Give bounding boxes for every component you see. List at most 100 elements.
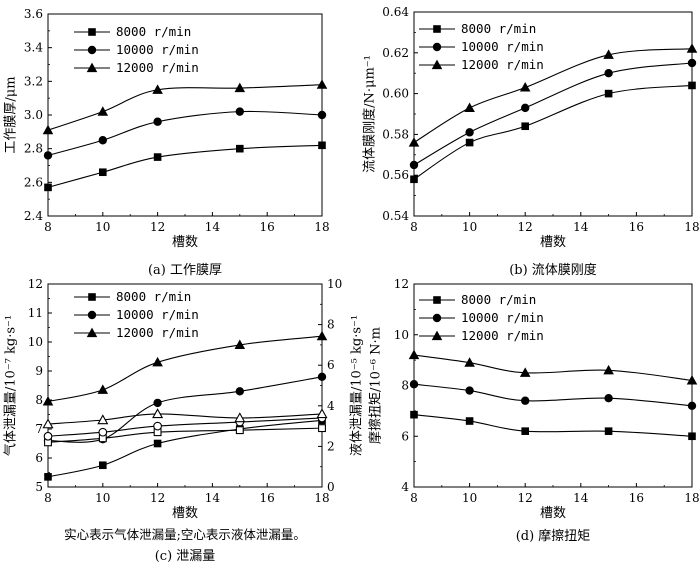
data-point — [97, 414, 109, 425]
legend-label: 8000 r/min — [461, 21, 536, 36]
x-tick-label: 12 — [518, 491, 533, 505]
legend-marker — [433, 296, 441, 304]
series-1 — [44, 416, 326, 481]
data-point — [98, 136, 107, 145]
x-tick-label: 10 — [462, 220, 477, 234]
x-tick-label: 10 — [95, 220, 110, 234]
legend-label: 8000 r/min — [116, 289, 191, 304]
y-right-tick-label: 2 — [327, 439, 335, 453]
data-point — [235, 144, 244, 153]
y-right-tick-label: 8 — [327, 318, 335, 332]
data-point — [410, 175, 418, 184]
x-tick-label: 16 — [260, 220, 275, 234]
x-tick-label: 8 — [44, 220, 52, 234]
legend-marker — [432, 42, 442, 52]
data-point — [234, 412, 246, 423]
y-tick-label: 8 — [35, 393, 43, 407]
series-line — [47, 419, 323, 478]
plot-frame — [413, 11, 693, 217]
y-tick-label: 0.60 — [382, 87, 409, 101]
y-tick-label: 12 — [394, 277, 409, 291]
data-point — [235, 387, 244, 396]
x-tick-label: 14 — [205, 220, 221, 234]
data-point — [465, 128, 474, 137]
panel-caption: (b) 流体膜刚度 — [509, 262, 597, 278]
data-point — [99, 461, 107, 470]
x-axis-label: 槽数 — [172, 506, 198, 521]
legend-label: 12000 r/min — [461, 57, 544, 72]
series-6 — [42, 408, 328, 429]
data-point — [153, 439, 162, 448]
data-point — [97, 384, 109, 394]
legend-marker — [433, 25, 441, 33]
data-point — [234, 82, 246, 93]
series-3 — [408, 43, 698, 147]
legend-marker — [432, 313, 442, 323]
legend: 8000 r/min 10000 r/min 12000 r/min — [419, 292, 544, 343]
series-line — [413, 383, 693, 407]
data-point — [316, 330, 328, 341]
panel-c: 8 10 12 14 16 18 5 6 7 8 9 10 11 12 0 2 4 6 8 10 8000 r/min 1… — [3, 277, 365, 564]
x-tick-label: 16 — [629, 491, 644, 505]
data-point — [43, 151, 53, 160]
data-point — [465, 386, 474, 395]
legend-label: 12000 r/min — [116, 325, 199, 340]
y-tick-label: 0.56 — [382, 168, 409, 182]
y-right-axis-label: 液体泄漏量/10⁻⁵ kg·s⁻¹ — [349, 315, 365, 456]
data-point — [153, 153, 162, 161]
x-tick-label: 14 — [205, 491, 221, 505]
series-line — [47, 376, 323, 443]
y-tick-label: 3.6 — [24, 7, 43, 21]
legend-label: 8000 r/min — [116, 24, 191, 39]
legend-label: 10000 r/min — [116, 42, 199, 57]
data-point — [152, 408, 164, 419]
x-tick-label: 18 — [314, 491, 329, 505]
series-line — [413, 354, 693, 381]
panel-caption: (c) 泄漏量 — [155, 548, 216, 564]
y-right-tick-label: 6 — [327, 358, 335, 372]
series-line — [47, 413, 323, 425]
x-tick-label: 14 — [573, 220, 589, 234]
series-line — [47, 427, 323, 443]
y-tick-label: 0.62 — [382, 46, 409, 60]
y-tick-label: 6 — [35, 451, 43, 465]
plot-frame — [413, 283, 693, 488]
panel-d: 8 10 12 14 16 18 4 6 8 10 12 8000 r/min 10000 r/min 1… — [368, 277, 700, 544]
legend: 8000 r/min 10000 r/min 12000 r/min — [74, 289, 199, 340]
y-tick-label: 10 — [394, 328, 409, 342]
series-2 — [409, 58, 697, 170]
data-point — [687, 58, 697, 68]
y-tick-label: 0.58 — [382, 127, 409, 141]
data-point — [153, 421, 162, 431]
y-tick-label: 6 — [401, 429, 409, 443]
x-tick-label: 16 — [260, 491, 275, 505]
data-point — [519, 367, 531, 377]
legend-label: 10000 r/min — [116, 307, 199, 322]
y-tick-label: 2.6 — [24, 175, 43, 189]
data-point — [604, 393, 613, 403]
y-tick-label: 2.4 — [24, 209, 43, 223]
series-1 — [410, 410, 696, 441]
x-tick-label: 12 — [150, 220, 165, 234]
y-tick-label: 3.0 — [24, 108, 43, 122]
x-tick-label: 12 — [518, 220, 533, 234]
series-1 — [44, 141, 326, 192]
data-point — [521, 396, 530, 405]
data-point — [44, 183, 52, 192]
x-tick-label: 8 — [410, 491, 418, 505]
legend-label: 8000 r/min — [461, 292, 536, 307]
panel-b: 8 10 12 14 16 18 0.54 0.56 0.58 0.60 0.62 0.64 8000 … — [362, 5, 700, 278]
y-tick-label: 12 — [28, 277, 43, 291]
series-2 — [409, 380, 697, 410]
x-tick-label: 10 — [462, 491, 477, 505]
legend-marker — [86, 327, 98, 338]
series-line — [47, 144, 323, 188]
data-point — [410, 410, 418, 419]
series-line — [413, 48, 693, 144]
series-3 — [408, 349, 698, 385]
data-point — [686, 375, 698, 385]
data-point — [604, 68, 613, 78]
data-point — [604, 427, 613, 435]
data-point — [318, 424, 326, 433]
